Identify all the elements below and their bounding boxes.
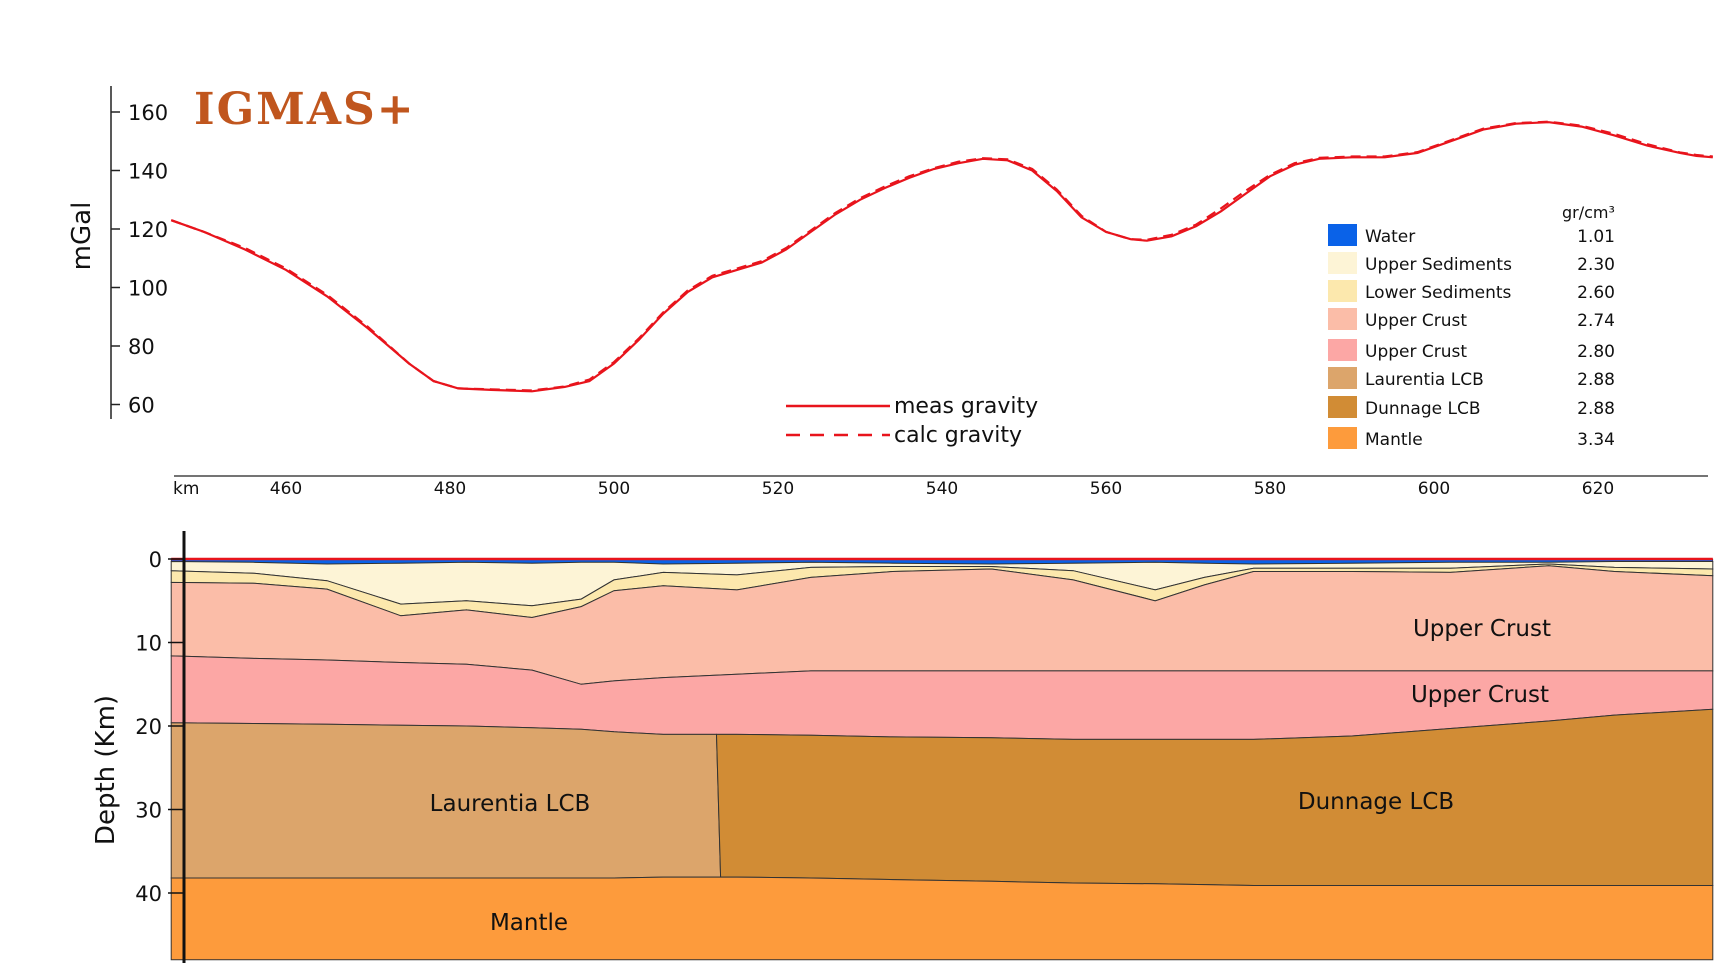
meas-gravity-label: meas gravity [894, 394, 1038, 419]
density-layer-name: Laurentia LCB [1365, 370, 1484, 390]
density-swatch [1328, 427, 1357, 449]
calc-gravity-line [170, 120, 1713, 392]
density-layer-name: Water [1365, 227, 1415, 247]
density-layer-name: Upper Crust [1365, 311, 1467, 331]
mantle-label: Mantle [490, 910, 568, 936]
gravity-y-tick-label: 160 [128, 101, 168, 125]
km-axis: km 460 480 500 520 540 560 580 600 620 [173, 475, 1708, 499]
km-tick-label: 560 [1090, 479, 1122, 499]
density-swatch [1328, 396, 1357, 418]
density-value: 2.74 [1577, 311, 1615, 331]
igmas-logo: IGMAS+ [194, 84, 416, 135]
km-tick-label: 540 [926, 479, 958, 499]
density-value: 2.88 [1577, 370, 1615, 390]
gravity-y-ticks: 160 140 120 100 80 60 [111, 101, 168, 418]
gravity-y-tick-label: 140 [128, 160, 168, 184]
gravity-y-axis-title: mGal [67, 202, 97, 271]
upper-crust-label-1: Upper Crust [1413, 616, 1551, 642]
depth-ticks: 0 10 20 30 40 [135, 548, 184, 906]
density-legend: gr/cm³ Water 1.01 Upper Sediments 2.30 Lower… [1328, 203, 1615, 450]
density-swatch [1328, 367, 1357, 389]
density-layer-name: Upper Crust [1365, 342, 1467, 362]
depth-tick-label: 40 [135, 882, 162, 906]
depth-tick-label: 0 [149, 548, 162, 572]
gravity-y-tick-label: 100 [128, 277, 168, 301]
density-value: 1.01 [1577, 227, 1615, 247]
km-tick-label: 580 [1254, 479, 1286, 499]
mantle-layer [170, 876, 1714, 961]
density-layer-name: Dunnage LCB [1365, 399, 1481, 419]
km-axis-unit: km [173, 479, 199, 499]
density-value: 3.34 [1577, 430, 1615, 450]
km-tick-label: 480 [434, 479, 466, 499]
depth-tick-label: 20 [135, 715, 162, 739]
curve-legend: meas gravity calc gravity [786, 394, 1038, 448]
km-tick-label: 620 [1582, 479, 1614, 499]
km-tick-label: 600 [1418, 479, 1450, 499]
density-swatch [1328, 308, 1357, 330]
gravity-curves [170, 120, 1713, 393]
km-tick-label: 460 [270, 479, 302, 499]
gravity-y-tick-label: 60 [128, 394, 155, 418]
laurentia-lcb-label: Laurentia LCB [430, 791, 591, 817]
km-tick-label: 520 [762, 479, 794, 499]
depth-axis-title: Depth (Km) [91, 695, 121, 845]
density-swatch [1328, 339, 1357, 361]
gravity-y-tick-label: 120 [128, 218, 168, 242]
km-tick-label: 500 [598, 479, 630, 499]
dunnage-lcb-label: Dunnage LCB [1298, 789, 1454, 815]
density-swatch [1328, 252, 1357, 274]
density-value: 2.30 [1577, 255, 1615, 275]
density-value: 2.80 [1577, 342, 1615, 362]
density-layer-name: Lower Sediments [1365, 283, 1512, 303]
density-layer-name: Mantle [1365, 430, 1423, 450]
density-unit-label: gr/cm³ [1562, 203, 1615, 222]
calc-gravity-label: calc gravity [894, 423, 1022, 448]
density-value: 2.88 [1577, 399, 1615, 419]
density-value: 2.60 [1577, 283, 1615, 303]
density-swatch [1328, 280, 1357, 302]
depth-tick-label: 30 [135, 799, 162, 823]
density-layer-name: Upper Sediments [1365, 255, 1512, 275]
gravity-y-tick-label: 80 [128, 335, 155, 359]
km-ticks: 460 480 500 520 540 560 580 600 620 [270, 479, 1614, 499]
gravity-panel: 160 140 120 100 80 60 mGal meas gravity calc … [67, 86, 1713, 450]
depth-tick-label: 10 [135, 632, 162, 656]
cross-section-panel: 0 10 20 30 40 Depth (Km) Upper Crust Upper C… [91, 531, 1714, 963]
density-swatch [1328, 224, 1357, 246]
section-layers [170, 557, 1714, 961]
upper-crust-label-2: Upper Crust [1411, 682, 1549, 708]
